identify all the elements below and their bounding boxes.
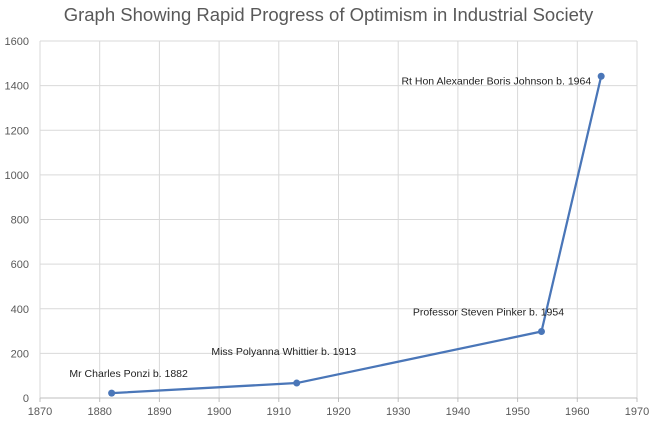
data-point <box>108 389 116 397</box>
series-line <box>111 75 603 395</box>
data-point <box>293 379 301 387</box>
data-label: Professor Steven Pinker b. 1954 <box>413 307 564 319</box>
y-tick-label: 1200 <box>5 125 29 137</box>
data-label: Mr Charles Ponzi b. 1882 <box>69 368 188 380</box>
y-tick-label: 0 <box>23 393 29 405</box>
y-tick-label: 600 <box>11 259 29 271</box>
x-tick-label: 1970 <box>625 406 649 418</box>
x-tick-label: 1880 <box>87 406 111 418</box>
y-tick-label: 400 <box>11 304 29 316</box>
x-tick-label: 1920 <box>326 406 350 418</box>
x-tick-label: 1960 <box>565 406 589 418</box>
y-tick-label: 800 <box>11 215 29 227</box>
x-tick-label: 1930 <box>386 406 410 418</box>
x-tick-label: 1950 <box>505 406 529 418</box>
x-tick-label: 1870 <box>28 406 52 418</box>
x-tick-label: 1910 <box>267 406 291 418</box>
data-point <box>537 328 545 336</box>
x-tick-label: 1890 <box>147 406 171 418</box>
y-tick-label: 1400 <box>5 81 29 93</box>
y-tick-label: 1600 <box>5 36 29 48</box>
y-tick-label: 200 <box>11 348 29 360</box>
data-label: Rt Hon Alexander Boris Johnson b. 1964 <box>401 75 591 87</box>
chart-title: Graph Showing Rapid Progress of Optimism… <box>63 4 594 25</box>
data-label: Miss Polyanna Whittier b. 1913 <box>211 346 356 358</box>
data-point <box>597 72 605 80</box>
x-tick-label: 1940 <box>446 406 470 418</box>
y-tick-label: 1000 <box>5 170 29 182</box>
x-tick-label: 1900 <box>207 406 231 418</box>
